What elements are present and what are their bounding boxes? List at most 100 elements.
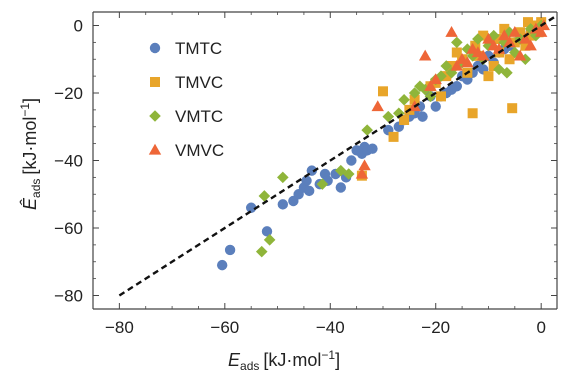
tmvc-point	[378, 86, 388, 97]
tmvc-point	[409, 94, 420, 105]
vmtc-point	[482, 39, 495, 52]
tmtc-point	[216, 259, 228, 271]
y-tick-label: −80	[54, 287, 83, 306]
tmtc-point	[430, 101, 441, 112]
vmtc-point	[472, 33, 484, 45]
tmvc-point	[488, 61, 499, 71]
tmtc-point	[367, 143, 378, 154]
vmtc-point	[255, 245, 268, 258]
vmtc-point	[451, 36, 463, 49]
vmtc-point	[277, 171, 289, 184]
vmtc-point	[361, 124, 373, 136]
tmtc-point	[335, 182, 347, 193]
tmvc-point	[509, 37, 520, 48]
tmvc-point	[436, 91, 446, 102]
x-tick-label: −20	[421, 318, 450, 337]
vmtc-point	[487, 29, 500, 42]
vmtc-point	[342, 168, 355, 180]
vmtc-point	[445, 66, 458, 79]
tmvc-point	[388, 131, 399, 142]
vmtc-point	[382, 110, 395, 123]
tmvc-point	[470, 40, 481, 51]
vmtc-point	[440, 60, 453, 72]
vmtc-point	[398, 93, 410, 106]
vmvc-point	[498, 29, 511, 41]
vmvc-point	[461, 56, 474, 68]
legend-marker-tmvc	[150, 77, 160, 87]
tmvc-point	[451, 47, 462, 58]
vmtc-point	[408, 87, 421, 99]
tmvc-point	[491, 34, 502, 44]
series-tmtc	[216, 20, 547, 271]
vmvc-point	[524, 39, 537, 51]
legend-marker-tmtc	[149, 42, 161, 54]
vmtc-point	[263, 234, 276, 246]
tmtc-point	[301, 175, 312, 186]
tmvc-point	[515, 27, 526, 38]
vmtc-point	[316, 178, 329, 190]
vmvc-point	[358, 159, 371, 171]
tmvc-point	[507, 103, 518, 114]
legend-marker-vmvc	[148, 143, 162, 155]
tmtc-point	[245, 202, 257, 213]
vmvc-point	[355, 167, 369, 179]
vmtc-point	[461, 43, 474, 55]
vmtc-point	[501, 66, 513, 79]
tmvc-point	[478, 30, 489, 41]
x-tick-label: −80	[105, 318, 134, 337]
x-tick-label: 0	[536, 318, 545, 337]
tmvc-point	[523, 17, 533, 28]
tmvc-point	[399, 115, 410, 125]
tmvc-point	[520, 40, 531, 51]
tmtc-point	[451, 81, 463, 92]
y-axis-label-group: Êads[kJ·mol−1]	[18, 98, 43, 210]
vmvc-point	[534, 26, 548, 37]
vmvc-point	[450, 59, 464, 71]
legend-label-tmvc: TMVC	[175, 73, 223, 92]
tmtc-point	[224, 244, 236, 256]
x-axis-label: Eads [kJ·mol−1]	[228, 348, 340, 373]
legend: TMTC TMVC VMTC VMVC	[148, 39, 224, 160]
legend-marker-vmtc	[149, 110, 161, 122]
y-tick-label: −40	[54, 152, 83, 171]
reference-line-group	[118, 14, 558, 297]
tmvc-point	[467, 108, 478, 119]
x-tick-label: −60	[210, 318, 239, 337]
series-vmvc	[355, 19, 551, 179]
vmtc-point	[524, 23, 537, 35]
y-tick-label: −20	[54, 84, 83, 103]
vmvc-point	[424, 80, 437, 91]
tmtc-point	[261, 226, 273, 237]
vmtc-point	[335, 164, 347, 177]
y-axis-label: Êads[kJ·mol−1]	[18, 98, 43, 210]
legend-label-vmvc: VMVC	[175, 141, 224, 160]
tmtc-point	[303, 185, 315, 197]
legend-label-vmtc: VMTC	[175, 107, 223, 126]
vmvc-point	[445, 26, 458, 37]
vmvc-point	[513, 49, 527, 61]
vmvc-point	[476, 49, 490, 61]
vmvc-point	[418, 49, 432, 61]
vmvc-point	[482, 32, 495, 44]
y-tick-label: −60	[54, 219, 83, 238]
tmtc-point	[417, 111, 428, 122]
vmvc-point	[371, 100, 384, 112]
tmvc-point	[504, 54, 515, 65]
vmvc-point	[503, 36, 516, 48]
tmvc-point	[499, 23, 510, 34]
y-tick-label: 0	[74, 17, 83, 36]
reference-line	[118, 14, 558, 297]
vmtc-point	[258, 190, 271, 202]
vmvc-point	[519, 32, 532, 44]
tmtc-point	[346, 155, 357, 166]
x-tick-label: −40	[316, 318, 345, 337]
vmtc-point	[393, 107, 405, 120]
tmtc-point	[277, 199, 289, 210]
vmvc-point	[429, 73, 442, 85]
tick-group: −80 −60 −40 −20 0 −80 −60 −40 −20 0	[54, 12, 557, 337]
legend-label-tmtc: TMTC	[175, 39, 222, 58]
vmvc-point	[508, 26, 522, 37]
vmtc-point	[498, 36, 511, 49]
tmvc-point	[483, 71, 494, 82]
